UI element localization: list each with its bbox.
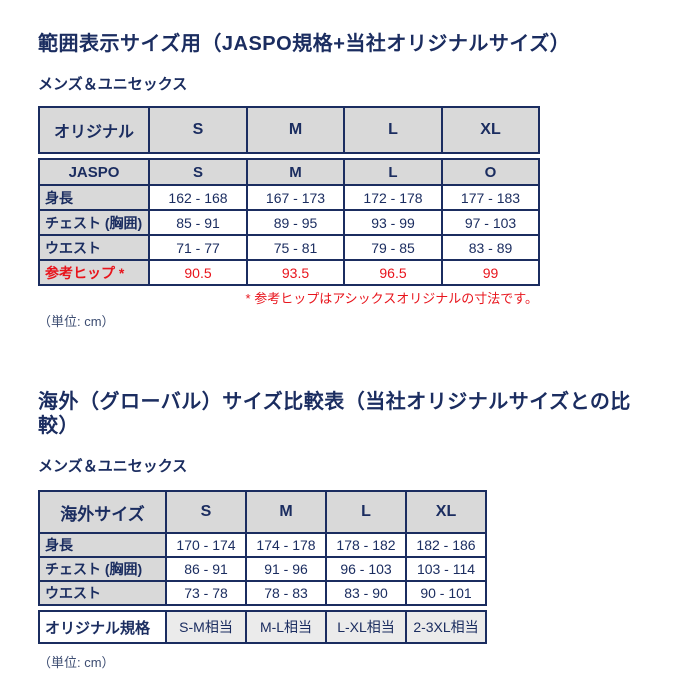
size-cell: 93 - 99 — [343, 209, 443, 236]
size-cell: 167 - 173 — [246, 184, 345, 211]
row-label-height: 身長 — [38, 532, 167, 558]
size-cell: 90 - 101 — [405, 580, 487, 606]
size-cell: 2-3XL相当 — [405, 610, 487, 644]
size-cell: 71 - 77 — [148, 234, 248, 261]
jaspo-size-table: オリジナル S M L XL JASPO S M L O 身長 162 - 16… — [38, 106, 650, 286]
size-cell: 91 - 96 — [245, 556, 327, 582]
size-cell: 103 - 114 — [405, 556, 487, 582]
hip-footnote: * 参考ヒップはアシックスオリジナルの寸法です。 — [245, 291, 538, 306]
size-cell: M-L相当 — [245, 610, 327, 644]
row-label-waist: ウエスト — [38, 234, 150, 261]
row-label-waist: ウエスト — [38, 580, 167, 606]
global-row-label: 海外サイズ — [38, 490, 167, 534]
size-cell: 83 - 89 — [441, 234, 540, 261]
size-cell: 178 - 182 — [325, 532, 407, 558]
jaspo-col-l: L — [343, 158, 443, 186]
unit-label: （単位: cm） — [38, 314, 115, 329]
size-cell: 97 - 103 — [441, 209, 540, 236]
size-cell: 170 - 174 — [165, 532, 247, 558]
waist-row: ウエスト 71 - 77 75 - 81 79 - 85 83 - 89 — [38, 234, 540, 261]
size-col-s: S — [165, 490, 247, 534]
size-cell: 177 - 183 — [441, 184, 540, 211]
global-size-table-main: 海外サイズ S M L XL 身長 170 - 174 174 - 178 17… — [38, 490, 487, 606]
size-cell: 90.5 — [148, 259, 248, 286]
size-col-l: L — [325, 490, 407, 534]
height-row: 身長 162 - 168 167 - 173 172 - 178 177 - 1… — [38, 184, 540, 211]
size-cell: 99 — [441, 259, 540, 286]
size-cell: L-XL相当 — [325, 610, 407, 644]
jaspo-row: JASPO S M L O — [38, 158, 540, 186]
size-cell: 96.5 — [343, 259, 443, 286]
jaspo-col-s: S — [148, 158, 248, 186]
global-size-table: 海外サイズ S M L XL 身長 170 - 174 174 - 178 17… — [38, 490, 650, 644]
row-label-original-standard: オリジナル規格 — [38, 610, 167, 644]
section1-subtitle: メンズ＆ユニセックス — [38, 76, 188, 93]
unit-label: （単位: cm） — [38, 655, 115, 670]
size-cell: 85 - 91 — [148, 209, 248, 236]
section1-title: 範囲表示サイズ用（JASPO規格+当社オリジナルサイズ） — [38, 33, 571, 55]
row-label-chest: チェスト (胸囲) — [38, 556, 167, 582]
size-col-xl: XL — [405, 490, 487, 534]
hip-row: 参考ヒップ * 90.5 93.5 96.5 99 — [38, 259, 540, 286]
original-standard-row: オリジナル規格 S-M相当 M-L相当 L-XL相当 2-3XL相当 — [38, 610, 487, 644]
size-col-m: M — [246, 106, 345, 154]
section2-subtitle: メンズ＆ユニセックス — [38, 458, 188, 475]
size-cell: 83 - 90 — [325, 580, 407, 606]
jaspo-row-label: JASPO — [38, 158, 150, 186]
size-cell: 75 - 81 — [246, 234, 345, 261]
jaspo-size-table-header: オリジナル S M L XL — [38, 106, 540, 154]
size-col-s: S — [148, 106, 248, 154]
original-row-label: オリジナル — [38, 106, 150, 154]
chest-row: チェスト (胸囲) 85 - 91 89 - 95 93 - 99 97 - 1… — [38, 209, 540, 236]
original-size-row: オリジナル S M L XL — [38, 106, 540, 154]
jaspo-col-o: O — [441, 158, 540, 186]
size-cell: 96 - 103 — [325, 556, 407, 582]
section2-title: 海外（グローバル）サイズ比較表（当社オリジナルサイズとの比較） — [38, 391, 631, 437]
size-cell: 182 - 186 — [405, 532, 487, 558]
size-cell: 174 - 178 — [245, 532, 327, 558]
size-cell: 93.5 — [246, 259, 345, 286]
size-col-xl: XL — [441, 106, 540, 154]
size-col-l: L — [343, 106, 443, 154]
waist-row: ウエスト 73 - 78 78 - 83 83 - 90 90 - 101 — [38, 580, 487, 606]
size-cell: 79 - 85 — [343, 234, 443, 261]
size-cell: 73 - 78 — [165, 580, 247, 606]
size-col-m: M — [245, 490, 327, 534]
global-header-row: 海外サイズ S M L XL — [38, 490, 487, 534]
size-cell: 78 - 83 — [245, 580, 327, 606]
jaspo-size-table-body: JASPO S M L O 身長 162 - 168 167 - 173 172… — [38, 158, 540, 286]
jaspo-col-m: M — [246, 158, 345, 186]
global-size-table-original: オリジナル規格 S-M相当 M-L相当 L-XL相当 2-3XL相当 — [38, 610, 487, 644]
size-cell: 89 - 95 — [246, 209, 345, 236]
chest-row: チェスト (胸囲) 86 - 91 91 - 96 96 - 103 103 -… — [38, 556, 487, 582]
row-label-height: 身長 — [38, 184, 150, 211]
row-label-hip: 参考ヒップ * — [38, 259, 150, 286]
height-row: 身長 170 - 174 174 - 178 178 - 182 182 - 1… — [38, 532, 487, 558]
size-cell: 86 - 91 — [165, 556, 247, 582]
size-cell: 162 - 168 — [148, 184, 248, 211]
size-cell: 172 - 178 — [343, 184, 443, 211]
row-label-chest: チェスト (胸囲) — [38, 209, 150, 236]
size-cell: S-M相当 — [165, 610, 247, 644]
